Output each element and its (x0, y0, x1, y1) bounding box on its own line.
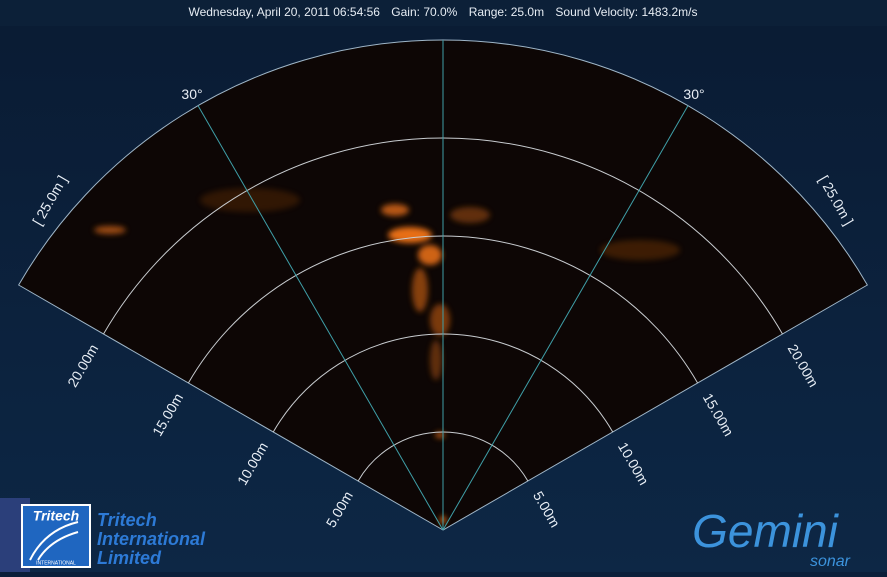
sonar-screen: Wednesday, April 20, 2011 06:54:56 Gain:… (0, 0, 887, 572)
company-line: Limited (97, 548, 162, 568)
company-line: International (97, 529, 206, 549)
badge-title: Tritech (33, 508, 79, 524)
bearing-label: 30° (181, 86, 202, 102)
echo (430, 340, 442, 380)
range: Range: 25.0m (469, 5, 544, 19)
echo (430, 304, 450, 336)
page: Wednesday, April 20, 2011 06:54:56 Gain:… (0, 0, 887, 572)
sound-velocity: Sound Velocity: 1483.2m/s (555, 5, 697, 19)
echo (412, 268, 428, 312)
badge-subtitle: INTERNATIONAL (36, 560, 76, 566)
product-sub: sonar (810, 553, 851, 570)
echo (381, 204, 409, 216)
echo (94, 226, 126, 234)
echo (200, 188, 300, 212)
gain: Gain: 70.0% (391, 5, 457, 19)
echo (388, 227, 432, 243)
bearing-label: 30° (683, 86, 704, 102)
product-name: Gemini (692, 505, 839, 557)
company-line: Tritech (97, 510, 157, 530)
echo (450, 207, 490, 223)
timestamp: Wednesday, April 20, 2011 06:54:56 (188, 5, 380, 19)
header-info: Wednesday, April 20, 2011 06:54:56 Gain:… (188, 5, 697, 19)
echo (600, 240, 680, 260)
echo (418, 245, 442, 265)
